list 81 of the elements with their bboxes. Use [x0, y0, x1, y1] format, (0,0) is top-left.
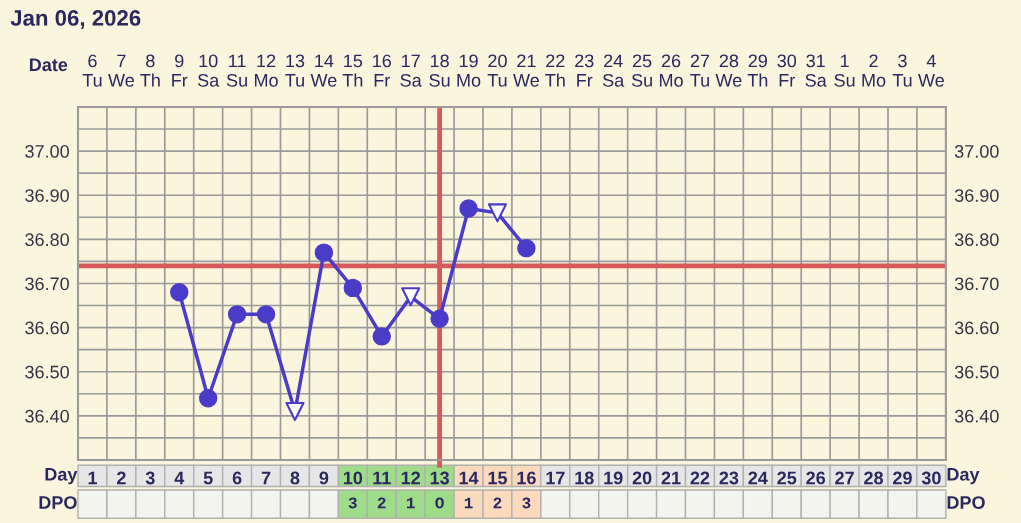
x-tick-label: 1 — [88, 471, 97, 485]
y-tick-label: 36.40 — [25, 409, 69, 423]
x-axis-title: Day — [45, 468, 78, 485]
y2-tick-label: 36.50 — [954, 365, 999, 379]
x2-tick-label: 10 Sa — [197, 54, 220, 87]
y-tick-label: 36.60 — [25, 321, 69, 335]
y-tick-label: 36.90 — [25, 189, 69, 202]
x-tick-label: 29 — [893, 471, 912, 485]
y2-tick-label: 36.60 — [954, 321, 999, 335]
x2-tick-label: 16 Fr — [373, 54, 391, 87]
x2-tick-label: 9 Fr — [172, 54, 188, 87]
x2-tick-label: 19 Mo — [457, 54, 481, 87]
x-tick-label: 22 — [690, 471, 710, 485]
x2-tick-label: 25 Su — [631, 54, 652, 87]
x2-tick-label: 26 Mo — [659, 54, 683, 87]
x2-tick-label: 11 Su — [226, 54, 247, 87]
x2-tick-label: 24 Sa — [602, 54, 625, 87]
x2-tick-label: 31 Sa — [805, 54, 827, 87]
x-tick-label: 13 — [430, 471, 449, 485]
x2-tick-label: 15 Th — [342, 54, 363, 87]
x2-tick-label: 21 We — [513, 54, 539, 87]
x-tick-label: 27 — [835, 471, 854, 485]
x-tick-label: 4 — [174, 471, 185, 485]
text: DPO — [39, 496, 77, 509]
x2-tick-label: 6 Tu — [82, 54, 102, 87]
x-tick-label: 12 — [401, 471, 420, 485]
x2-tick-label: 27 Tu — [690, 54, 710, 87]
y-tick-label: 36.80 — [25, 233, 69, 247]
x-tick-label: 7 — [261, 471, 271, 485]
x-tick-label: 17 — [546, 471, 565, 485]
x-tick-label: 10 — [343, 471, 363, 485]
x-tick-label: 26 — [806, 471, 826, 485]
x-tick-label: 2 — [117, 471, 126, 485]
x2-tick-label: 14 We — [310, 54, 337, 87]
x2-tick-label: 1 Su — [834, 54, 855, 87]
x2-tick-label: 17 Sa — [400, 54, 422, 87]
x-tick-label: 11 — [373, 471, 391, 485]
x2-tick-label: 30 Fr — [777, 54, 797, 87]
x-tick-label: 5 — [203, 471, 213, 485]
text: DPO — [947, 496, 985, 509]
x-tick-label: 20 — [632, 471, 652, 485]
x2-tick-label: 29 Th — [747, 54, 768, 87]
x2-tick-label: 20 Tu — [487, 54, 507, 87]
x-tick-label: 15 — [488, 471, 507, 485]
x2-tick-label: 3 Tu — [892, 54, 912, 87]
x-tick-label: 18 — [575, 471, 594, 485]
y-tick-label: 36.70 — [25, 277, 69, 291]
y2-tick-label: 37.00 — [954, 145, 999, 158]
x2-tick-label: 8 Th — [140, 54, 160, 87]
x-tick-label: 30 — [921, 471, 941, 485]
x2-tick-label: 4 We — [918, 54, 944, 87]
x-tick-label: 23 — [719, 471, 739, 485]
x2-tick-label: 28 We — [715, 54, 742, 87]
x-tick-label: 9 — [319, 471, 329, 485]
x-tick-label: 3 — [145, 471, 155, 485]
x2-tick-label: 12 Mo — [254, 54, 278, 87]
x2-tick-label: 13 Tu — [285, 54, 305, 87]
x-tick-label: 19 — [604, 471, 623, 485]
y-tick-label: 36.50 — [25, 365, 69, 379]
x-tick-label: 21 — [661, 471, 681, 485]
text: Day — [947, 468, 980, 485]
x2-tick-label: 22 Th — [545, 54, 565, 87]
x-tick-label: 16 — [517, 471, 536, 485]
x-tick-label: 25 — [777, 471, 797, 485]
x-tick-label: 24 — [748, 471, 768, 485]
y2-tick-label: 36.80 — [954, 233, 999, 247]
x2-axis-title: Date — [29, 58, 68, 72]
x-tick-label: 14 — [459, 471, 479, 485]
text: 3 2 1 O 1 2 3 — [348, 497, 531, 509]
x-tick-label: 28 — [864, 471, 884, 485]
x2-tick-label: 23 Fr — [575, 54, 594, 87]
x2-tick-label: 2 Mo — [862, 54, 886, 87]
y2-tick-label: 36.90 — [954, 189, 999, 202]
y2-tick-label: 36.40 — [954, 409, 999, 423]
y-tick-label: 37.00 — [25, 145, 69, 158]
chart-title: Jan 06, 2026 — [10, 10, 141, 30]
x2-tick-label: 18 Su — [429, 54, 450, 87]
x2-tick-label: 7 We — [108, 54, 134, 87]
x-tick-label: 8 — [290, 471, 300, 485]
y2-tick-label: 36.70 — [954, 277, 999, 291]
x-tick-label: 6 — [232, 471, 242, 485]
